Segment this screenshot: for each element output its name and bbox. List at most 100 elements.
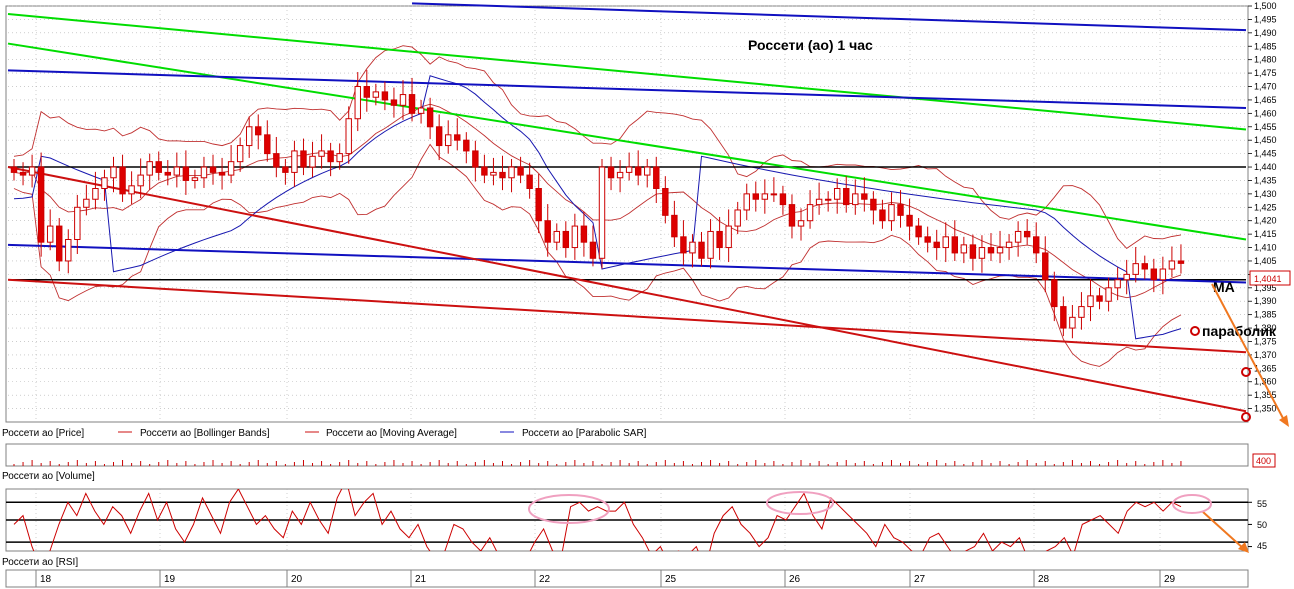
price-tick-label: 1,430: [1254, 189, 1277, 199]
candle-body: [662, 188, 669, 216]
candle-body: [707, 230, 714, 259]
candle-body: [155, 161, 162, 173]
volume-bars: [13, 460, 1182, 466]
candle-body: [218, 171, 226, 176]
candle-body: [1159, 268, 1167, 281]
candle-body: [598, 166, 606, 259]
price-tick-label: 1,385: [1254, 310, 1277, 320]
trend-end-marker-1: [1241, 367, 1251, 377]
candle-body: [282, 166, 289, 173]
candle-body: [1141, 263, 1148, 270]
price-tick-label: 1,495: [1254, 14, 1277, 24]
candle-body: [644, 166, 651, 176]
candle-body: [74, 206, 81, 240]
candle-body: [417, 107, 425, 114]
candle-body: [1168, 260, 1176, 270]
candle-body: [164, 171, 171, 176]
candle-body: [607, 166, 615, 179]
candle-body: [327, 150, 334, 163]
price-tick-label: 1,440: [1254, 162, 1277, 172]
candle-body: [1078, 306, 1085, 318]
candle-body: [264, 134, 271, 155]
candle-body: [445, 134, 452, 147]
candle-body: [535, 188, 542, 222]
date-axis: 18 19 20 21 22 25 26 27 28 29: [35, 570, 1176, 587]
parabolic-sar: [13, 75, 1182, 340]
candle-body: [879, 209, 886, 222]
candle-body: [65, 238, 72, 262]
candle-body: [1023, 230, 1031, 238]
legend-sar: Россети ао [Parabolic SAR]: [522, 428, 647, 439]
candle-body: [616, 171, 624, 179]
price-tick-label: 1,370: [1254, 350, 1277, 360]
candle-body: [671, 214, 678, 238]
trendline: [7, 13, 1247, 131]
candle-body: [625, 166, 633, 173]
date-label: 25: [665, 574, 677, 585]
candle-body: [888, 204, 895, 222]
legend-ma: Россети ао [Moving Average]: [326, 428, 457, 439]
trendline: [7, 278, 1247, 354]
parabolic-marker: [1190, 326, 1200, 336]
date-label: 27: [914, 574, 926, 585]
rsi-series: [13, 489, 1182, 551]
price-tick-label: 1,415: [1254, 229, 1277, 239]
legend-price: Россети ао [Price]: [2, 428, 84, 439]
candle-body: [128, 185, 135, 195]
candle-body: [987, 247, 995, 254]
candle-body: [137, 174, 144, 187]
price-tick-label: 1,450: [1254, 135, 1277, 145]
candle-body: [481, 166, 488, 176]
candle-body: [408, 94, 416, 114]
date-label: 28: [1038, 574, 1050, 585]
price-tick-label: 1,350: [1254, 404, 1277, 414]
candle-body: [978, 247, 986, 259]
trendline: [7, 166, 1247, 413]
candle-body: [508, 166, 515, 179]
candle-body: [1150, 268, 1158, 281]
last-price-box: [1249, 270, 1291, 286]
price-axis: 1,350 1,355 1,360 1,365 1,370 1,375 1,380 1,385…: [1248, 1, 1277, 414]
trend-end-marker-2: [1241, 412, 1251, 422]
rsi-tick-55: 55: [1257, 499, 1267, 509]
price-tick-label: 1,355: [1254, 390, 1277, 400]
price-tick-label: 1,475: [1254, 68, 1277, 78]
annotation-parabolic: параболик: [1202, 323, 1277, 339]
candle-body: [680, 236, 687, 254]
price-tick-label: 1,490: [1254, 28, 1277, 38]
candle-body: [861, 193, 868, 200]
legend-rsi: Россети ао [RSI]: [2, 557, 78, 568]
date-axis-frame: [5, 569, 1249, 588]
candle-body: [833, 188, 841, 200]
price-tick-label: 1,420: [1254, 216, 1277, 226]
candle-body: [372, 91, 380, 98]
candle-body: [788, 204, 796, 227]
candle-body: [824, 198, 832, 201]
date-label: 22: [539, 574, 551, 585]
candle-body: [1177, 260, 1185, 264]
price-tick-label: 1,425: [1254, 202, 1277, 212]
volume-value-box: [1252, 453, 1276, 468]
rsi-highlight-1: [528, 494, 610, 524]
price-tick-label: 1,435: [1254, 175, 1277, 185]
candle-body: [146, 161, 153, 176]
candle-body: [1105, 287, 1112, 302]
candle-body: [291, 150, 298, 173]
price-tick-label: 1,395: [1254, 283, 1277, 293]
candle-body: [236, 145, 244, 163]
candle-body: [653, 166, 660, 190]
candle-body: [906, 214, 913, 227]
candle-body: [83, 198, 90, 208]
candle-body: [897, 204, 904, 216]
candle-body: [571, 225, 579, 249]
candle-body: [960, 244, 968, 254]
candle-body: [463, 139, 470, 152]
rsi-highlight-2: [766, 491, 834, 515]
date-label: 19: [164, 574, 176, 585]
candle-body: [1087, 295, 1094, 308]
candle-body: [426, 107, 434, 128]
rsi-line: [6, 489, 1252, 551]
candle-body: [390, 99, 398, 106]
candle-body: [354, 86, 361, 120]
